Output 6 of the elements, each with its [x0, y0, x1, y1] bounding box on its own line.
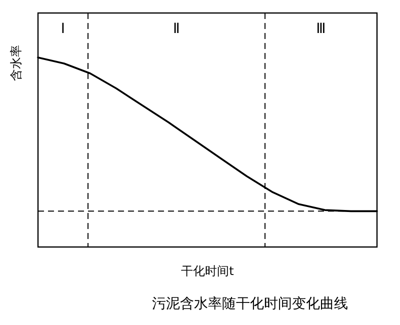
xlabel: 干化时间t	[181, 264, 234, 278]
stage-label: Ⅰ	[60, 21, 66, 37]
stage-label: Ⅱ	[173, 21, 180, 37]
ylabel: 含水率	[9, 45, 23, 81]
stage-label: Ⅲ	[316, 21, 326, 37]
annotation: 污泥含水率随干化时间变化曲线	[152, 296, 348, 312]
